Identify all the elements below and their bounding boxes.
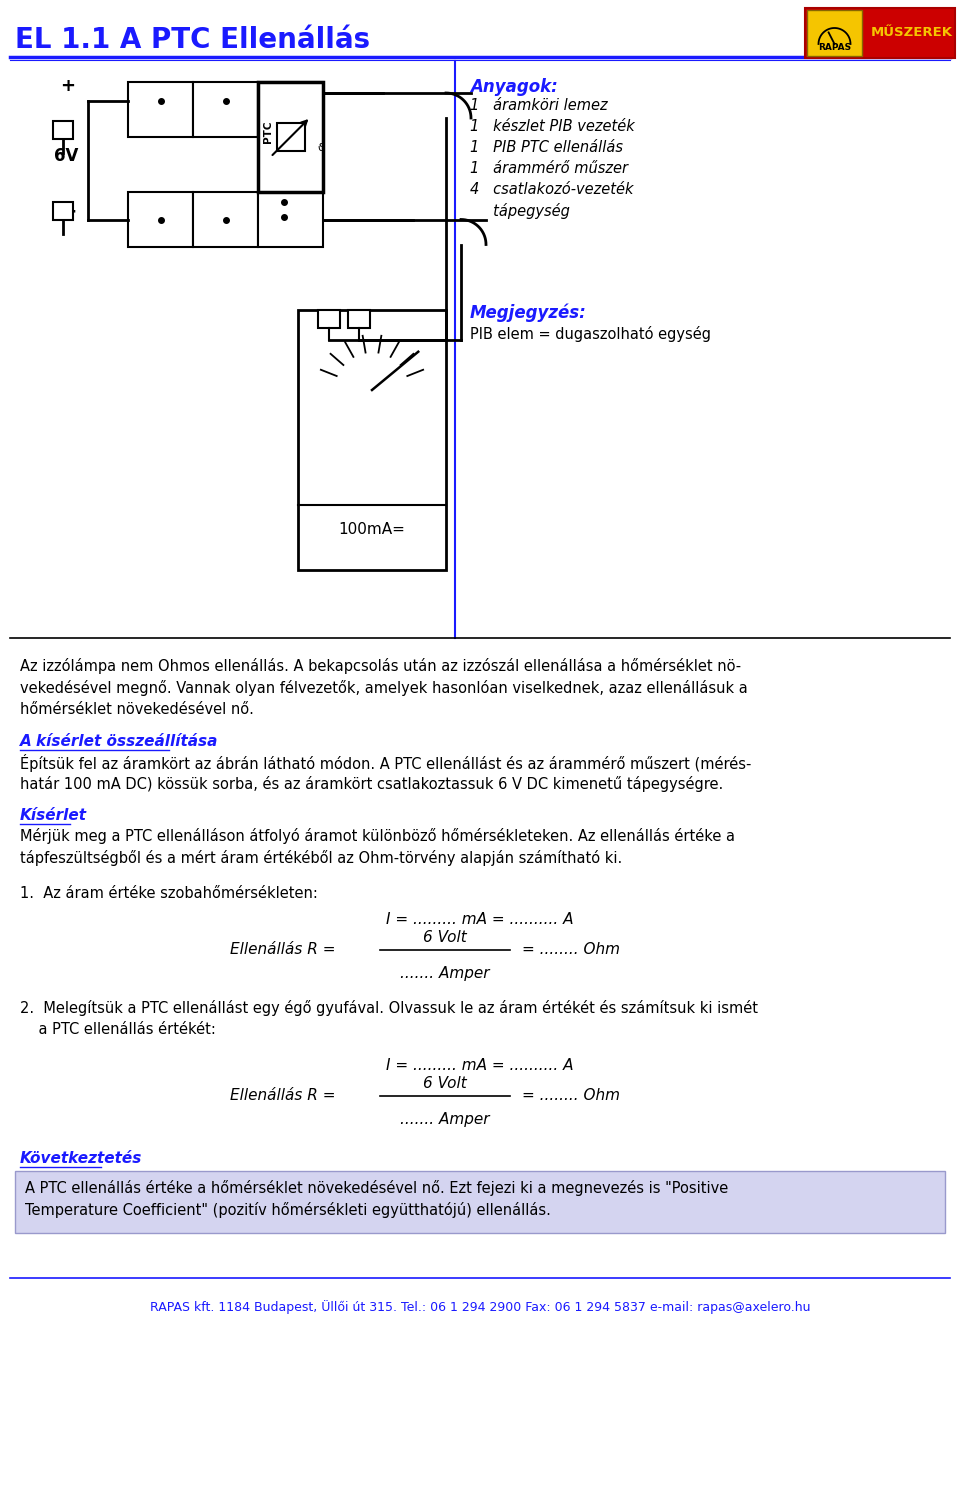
Bar xyxy=(15,1171,945,1233)
Text: Megjegyzés:: Megjegyzés: xyxy=(470,304,587,322)
Bar xyxy=(193,191,258,247)
Text: EL 1.1 A PTC Ellenállás: EL 1.1 A PTC Ellenállás xyxy=(15,26,371,54)
Bar xyxy=(805,8,955,57)
Text: Ellenállás R =: Ellenállás R = xyxy=(230,1088,335,1103)
Text: = ........ Ohm: = ........ Ohm xyxy=(522,1088,620,1103)
Text: tápegység: tápegység xyxy=(470,203,570,219)
Text: Az izzólámpa nem Ohmos ellenállás. A bekapcsolás után az izzószál ellenállása a : Az izzólámpa nem Ohmos ellenállás. A bek… xyxy=(20,659,741,674)
Text: ....... Amper: ....... Amper xyxy=(400,1112,490,1127)
Text: RAPAS: RAPAS xyxy=(818,44,852,53)
Text: ϑ: ϑ xyxy=(317,143,324,154)
Text: I = ......... mA = .......... A: I = ......... mA = .......... A xyxy=(386,912,574,927)
Text: RAPAS kft. 1184 Budapest, Üllői út 315. Tel.: 06 1 294 2900 Fax: 06 1 294 5837 e: RAPAS kft. 1184 Budapest, Üllői út 315. … xyxy=(150,1301,810,1314)
Bar xyxy=(258,191,323,247)
Text: Anyagok:: Anyagok: xyxy=(470,78,558,96)
Text: 4   csatlakozó-vezeték: 4 csatlakozó-vezeték xyxy=(470,182,634,197)
Text: Mérjük meg a PTC ellenálláson átfolyó áramot különböző hőmérsékleteken. Az ellen: Mérjük meg a PTC ellenálláson átfolyó ár… xyxy=(20,827,735,844)
Text: ....... Amper: ....... Amper xyxy=(400,966,490,981)
Text: 1.  Az áram értéke szobahőmérsékleten:: 1. Az áram értéke szobahőmérsékleten: xyxy=(20,886,318,901)
Bar xyxy=(276,124,304,151)
Text: 1   árammérő műszer: 1 árammérő műszer xyxy=(470,161,628,176)
Bar xyxy=(53,202,73,220)
Text: 1   PIB PTC ellenállás: 1 PIB PTC ellenállás xyxy=(470,140,623,155)
Text: PTC: PTC xyxy=(263,121,273,143)
Text: Ellenállás R =: Ellenállás R = xyxy=(230,942,335,957)
Text: határ 100 mA DC) kössük sorba, és az áramkört csatlakoztassuk 6 V DC kimenetű tá: határ 100 mA DC) kössük sorba, és az ára… xyxy=(20,776,723,793)
Text: +: + xyxy=(60,77,76,95)
Text: A kísérlet összeállítása: A kísérlet összeállítása xyxy=(20,734,218,749)
Bar xyxy=(128,81,193,137)
Text: 6 Volt: 6 Volt xyxy=(423,1076,467,1091)
Bar xyxy=(193,81,258,137)
Bar xyxy=(258,81,323,191)
Bar xyxy=(258,81,323,137)
Bar xyxy=(53,121,73,139)
Text: PIB elem = dugaszolható egység: PIB elem = dugaszolható egység xyxy=(470,326,711,342)
Text: Építsük fel az áramkört az ábrán látható módon. A PTC ellenállást és az árammérő: Építsük fel az áramkört az ábrán látható… xyxy=(20,754,752,772)
Text: tápfeszültségből és a mért áram értékéből az Ohm-törvény alapján számítható ki.: tápfeszültségből és a mért áram értékébő… xyxy=(20,850,622,867)
Bar xyxy=(318,310,340,329)
Text: I = ......... mA = .......... A: I = ......... mA = .......... A xyxy=(386,1058,574,1073)
Text: = ........ Ohm: = ........ Ohm xyxy=(522,942,620,957)
Bar xyxy=(128,191,193,247)
Text: Következtetés: Következtetés xyxy=(20,1151,142,1166)
Bar xyxy=(298,310,446,570)
Text: 2.  Melegítsük a PTC ellenállást egy égő gyufával. Olvassuk le az áram értékét é: 2. Melegítsük a PTC ellenállást egy égő … xyxy=(20,1001,758,1016)
Bar xyxy=(348,310,370,329)
Text: 6 Volt: 6 Volt xyxy=(423,930,467,945)
Text: vekedésével megnő. Vannak olyan félvezetők, amelyek hasonlóan viselkednek, azaz : vekedésével megnő. Vannak olyan félvezet… xyxy=(20,680,748,696)
Text: A PTC ellenállás értéke a hőmérséklet növekedésével nő. Ezt fejezi ki a megnevez: A PTC ellenállás értéke a hőmérséklet nö… xyxy=(25,1180,729,1197)
Text: Kísérlet: Kísérlet xyxy=(20,808,87,823)
Bar xyxy=(807,11,862,56)
Text: a PTC ellenállás értékét:: a PTC ellenállás értékét: xyxy=(20,1022,216,1037)
Text: hőmérséklet növekedésével nő.: hőmérséklet növekedésével nő. xyxy=(20,702,253,717)
Text: 1   áramköri lemez: 1 áramköri lemez xyxy=(470,98,608,113)
Text: −: − xyxy=(59,202,78,222)
Text: Temperature Coefficient" (pozitív hőmérsékleti együtthatójú) ellenállás.: Temperature Coefficient" (pozitív hőmérs… xyxy=(25,1203,551,1218)
Text: MŰSZEREK: MŰSZEREK xyxy=(871,27,952,39)
Text: 6V: 6V xyxy=(54,148,78,166)
Text: 100mA=: 100mA= xyxy=(339,523,405,538)
Text: 1   készlet PIB vezeték: 1 készlet PIB vezeték xyxy=(470,119,635,134)
